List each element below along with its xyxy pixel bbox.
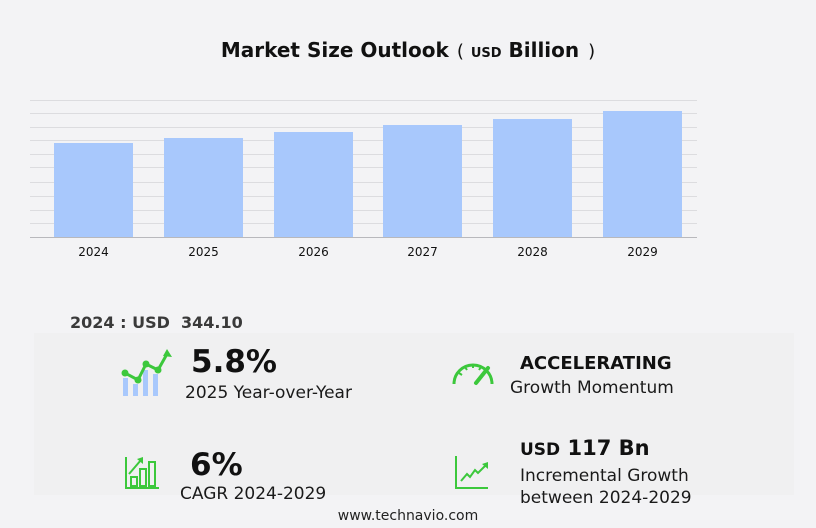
speedometer-icon — [452, 363, 494, 385]
title-unit-scale: Billion — [508, 38, 580, 62]
footer-url: www.technavio.com — [337, 508, 479, 524]
kpi-panel — [34, 333, 794, 495]
bar-chart — [30, 95, 697, 238]
bar-2029 — [603, 111, 682, 237]
x-axis-baseline — [30, 237, 697, 238]
bar-2027 — [383, 125, 462, 237]
momentum-label: Growth Momentum — [510, 378, 674, 398]
incremental-value: USD 117 Bn — [520, 436, 650, 460]
incremental-value-amount: 117 Bn — [567, 436, 650, 460]
bar-2024 — [54, 143, 133, 237]
gridline — [30, 127, 697, 128]
bar-2025 — [164, 138, 243, 237]
growth-chart-icon — [121, 349, 172, 396]
cagr-value: 6% — [190, 447, 243, 483]
x-label-2026: 2026 — [298, 245, 329, 259]
yoy-value: 5.8% — [191, 344, 277, 380]
x-label-2027: 2027 — [407, 245, 438, 259]
momentum-value: ACCELERATING — [520, 353, 672, 374]
chart-title-main: Market Size Outlook — [220, 38, 449, 62]
gridline — [30, 100, 697, 101]
incremental-label-line1: Incremental Growth — [520, 466, 689, 486]
title-unit-currency: USD — [470, 46, 502, 61]
trend-line-icon — [455, 456, 488, 489]
gridline — [30, 154, 697, 155]
gridline — [30, 196, 697, 197]
gridline — [30, 140, 697, 141]
x-label-2025: 2025 — [188, 245, 219, 259]
cagr-label: CAGR 2024-2029 — [180, 484, 327, 504]
incremental-value-unit: USD — [520, 440, 561, 460]
bar-2028 — [493, 119, 572, 237]
yoy-label: 2025 Year-over-Year — [185, 383, 352, 403]
x-label-2028: 2028 — [517, 245, 548, 259]
title-open-paren: ( — [456, 41, 464, 62]
incremental-label-line2: between 2024-2029 — [520, 488, 692, 508]
bar-growth-icon — [125, 457, 159, 489]
gridline — [30, 182, 697, 183]
chart-title: Market Size Outlook ( USD Billion ) — [0, 38, 816, 62]
x-label-2029: 2029 — [627, 245, 658, 259]
base-year-value: 2024 : USD 344.10 — [70, 313, 243, 332]
gridline — [30, 167, 697, 168]
gridline — [30, 113, 697, 114]
bar-2026 — [274, 132, 353, 237]
gridline — [30, 210, 697, 211]
x-label-2024: 2024 — [78, 245, 109, 259]
title-close-paren: ) — [588, 41, 596, 62]
gridline — [30, 223, 697, 224]
